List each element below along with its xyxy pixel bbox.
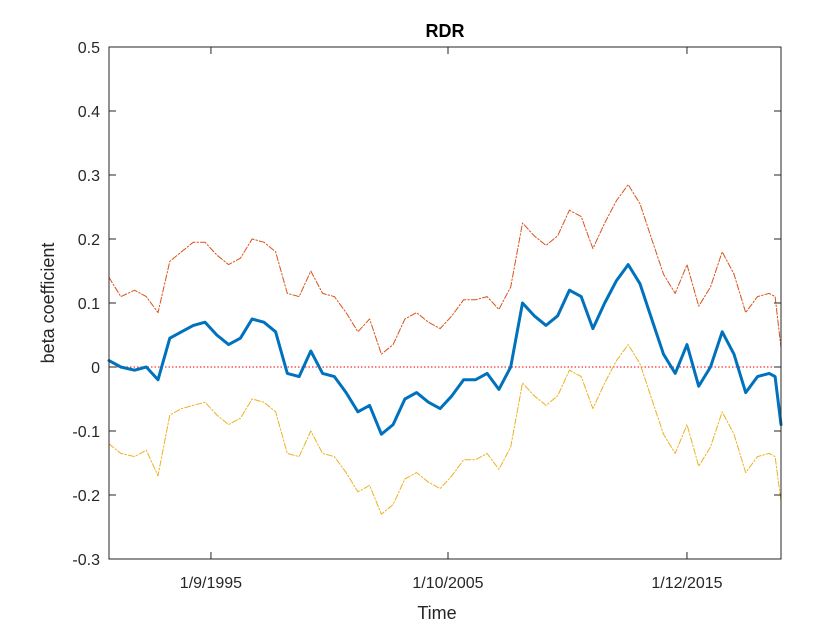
chart-title: RDR — [426, 21, 465, 41]
y-tick-label: -0.2 — [72, 488, 100, 505]
y-tick-label: 0.3 — [78, 168, 100, 185]
y-axis: -0.3 -0.2 -0.1 0 0.1 0.2 0.3 0.4 0.5 — [72, 40, 781, 569]
x-tick-label: 1/12/2015 — [651, 575, 722, 592]
y-tick-label: 0.2 — [78, 232, 100, 249]
series-line-estimate — [107, 263, 783, 436]
y-tick-label: 0 — [91, 360, 100, 377]
y-tick-label: -0.3 — [72, 552, 100, 569]
y-tick-label: 0.4 — [78, 104, 100, 121]
x-tick-label: 1/9/1995 — [180, 575, 242, 592]
series-layer — [107, 184, 783, 515]
x-tick-label: 1/10/2005 — [412, 575, 483, 592]
y-tick-label: 0.5 — [78, 40, 100, 57]
y-axis-label: beta coefficient — [38, 243, 58, 364]
plot-area — [109, 47, 781, 559]
y-tick-label: -0.1 — [72, 424, 100, 441]
y-tick-label: 0.1 — [78, 296, 100, 313]
series-line-upper-band — [108, 184, 782, 355]
x-axis-label: Time — [417, 603, 456, 623]
series-line-lower-band — [108, 344, 782, 515]
x-axis: 1/9/1995 1/10/2005 1/12/2015 — [180, 47, 723, 592]
